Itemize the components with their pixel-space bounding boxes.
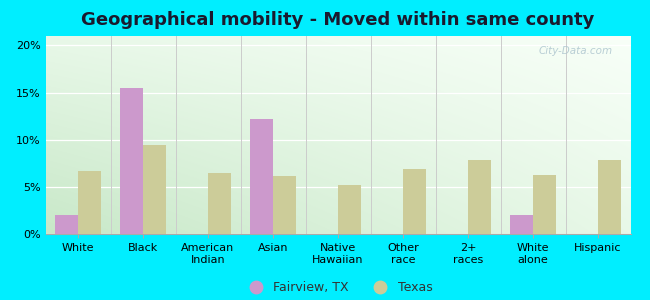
Title: Geographical mobility - Moved within same county: Geographical mobility - Moved within sam… [81, 11, 595, 29]
Bar [55, 215, 78, 234]
Bar [510, 215, 533, 234]
Bar [143, 146, 166, 234]
Bar [208, 173, 231, 234]
Bar [533, 175, 556, 234]
Bar [468, 160, 491, 234]
Bar [250, 119, 273, 234]
Bar [403, 169, 426, 234]
Bar [273, 176, 296, 234]
Bar [120, 88, 143, 234]
Text: City-Data.com: City-Data.com [539, 46, 613, 56]
Bar [598, 160, 621, 234]
Legend: Fairview, TX, Texas: Fairview, TX, Texas [239, 276, 437, 299]
Bar [338, 185, 361, 234]
Bar [78, 171, 101, 234]
